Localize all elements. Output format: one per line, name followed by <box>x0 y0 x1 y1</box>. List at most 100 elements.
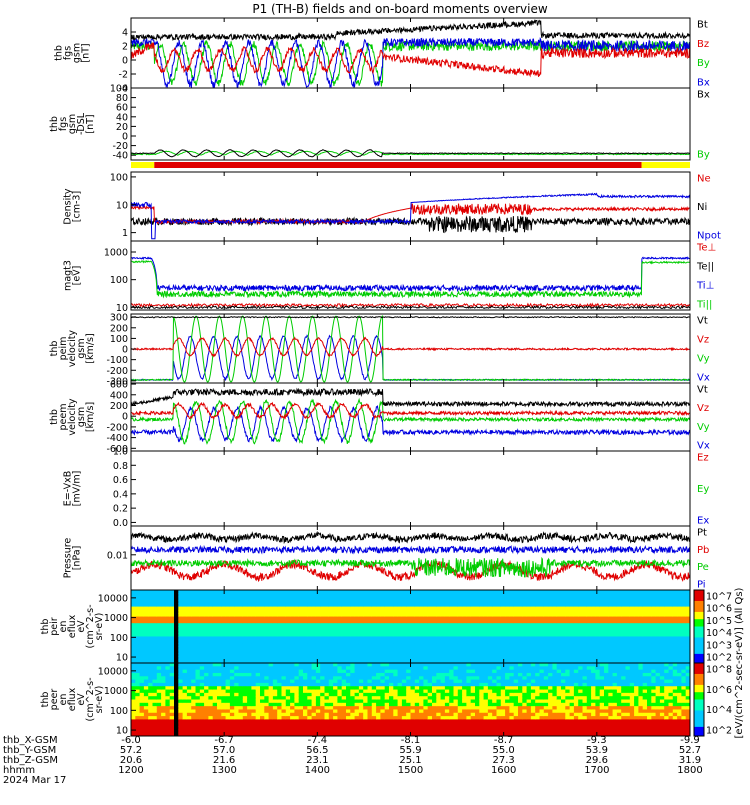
heatmap-cell <box>630 610 635 614</box>
heatmap-cell <box>204 650 209 654</box>
heatmap-cell <box>178 729 183 733</box>
heatmap-cell <box>432 643 437 647</box>
heatmap-cell <box>402 719 407 723</box>
heatmap-cell <box>148 683 153 687</box>
heatmap-cell <box>647 613 652 617</box>
heatmap-cell <box>411 713 416 717</box>
heatmap-cell <box>165 706 170 710</box>
heatmap-cell <box>200 630 205 634</box>
heatmap-cell <box>312 646 317 650</box>
heatmap-cell <box>436 680 441 684</box>
heatmap-cell <box>325 723 330 727</box>
heatmap-cell <box>170 693 175 697</box>
heatmap-cell <box>544 593 549 597</box>
heatmap-cell <box>187 636 192 640</box>
heatmap-cell <box>372 593 377 597</box>
heatmap-cell <box>557 613 562 617</box>
heatmap-cell <box>256 706 261 710</box>
heatmap-cell <box>213 716 218 720</box>
heatmap-cell <box>299 663 304 667</box>
heatmap-cell <box>389 690 394 694</box>
heatmap-cell <box>243 620 248 624</box>
heatmap-cell <box>208 590 213 594</box>
heatmap-cell <box>359 633 364 637</box>
heatmap-cell <box>359 709 364 713</box>
heatmap-cell <box>161 670 166 674</box>
heatmap-cell <box>445 683 450 687</box>
heatmap-cell <box>428 690 433 694</box>
heatmap-cell <box>196 650 201 654</box>
heatmap-cell <box>617 627 622 631</box>
heatmap-cell <box>320 623 325 627</box>
heatmap-cell <box>251 593 256 597</box>
heatmap-cell <box>325 713 330 717</box>
heatmap-cell <box>432 610 437 614</box>
heatmap-cell <box>256 623 261 627</box>
heatmap-cell <box>346 636 351 640</box>
heatmap-cell <box>221 650 226 654</box>
heatmap-cell <box>583 633 588 637</box>
heatmap-cell <box>329 716 334 720</box>
heatmap-cell <box>174 650 179 654</box>
heatmap-cell <box>402 690 407 694</box>
heatmap-cell <box>247 726 252 730</box>
heatmap-cell <box>436 636 441 640</box>
heatmap-cell <box>346 663 351 667</box>
heatmap-cell <box>269 706 274 710</box>
heatmap-cell <box>462 650 467 654</box>
heatmap-cell <box>144 729 149 733</box>
heatmap-cell <box>471 597 476 601</box>
heatmap-cell <box>307 633 312 637</box>
heatmap-cell <box>131 613 136 617</box>
heatmap-cell <box>320 597 325 601</box>
heatmap-cell <box>196 613 201 617</box>
heatmap-cell <box>170 643 175 647</box>
heatmap-cell <box>393 686 398 690</box>
heatmap-cell <box>613 643 618 647</box>
heatmap-cell <box>161 610 166 614</box>
heatmap-cell <box>415 627 420 631</box>
heatmap-cell <box>548 656 553 660</box>
heatmap-cell <box>604 620 609 624</box>
heatmap-cell <box>398 693 403 697</box>
heatmap-cell <box>423 650 428 654</box>
heatmap-cell <box>557 633 562 637</box>
heatmap-cell <box>398 663 403 667</box>
heatmap-cell <box>165 620 170 624</box>
heatmap-cell <box>471 610 476 614</box>
heatmap-cell <box>161 719 166 723</box>
heatmap-cell <box>204 590 209 594</box>
heatmap-cell <box>368 590 373 594</box>
heatmap-cell <box>398 670 403 674</box>
heatmap-cell <box>479 597 484 601</box>
legend-temperature-1: Te|| <box>696 262 714 273</box>
heatmap-cell <box>239 690 244 694</box>
heatmap-cell <box>445 719 450 723</box>
heatmap-cell <box>479 683 484 687</box>
heatmap-cell <box>299 673 304 677</box>
heatmap-cell <box>333 696 338 700</box>
heatmap-cell <box>419 673 424 677</box>
heatmap-cell <box>247 636 252 640</box>
heatmap-cell <box>419 623 424 627</box>
heatmap-cell <box>608 600 613 604</box>
heatmap-cell <box>226 597 231 601</box>
heatmap-cell <box>423 696 428 700</box>
heatmap-cell <box>178 617 183 621</box>
heatmap-cell <box>570 597 575 601</box>
heatmap-cell <box>548 653 553 657</box>
heatmap-cell <box>165 633 170 637</box>
heatmap-cell <box>273 610 278 614</box>
heatmap-cell <box>144 713 149 717</box>
heatmap-cell <box>419 646 424 650</box>
heatmap-cell <box>277 680 282 684</box>
heatmap-cell <box>204 646 209 650</box>
heatmap-cell <box>479 680 484 684</box>
heatmap-cell <box>256 700 261 704</box>
heatmap-cell <box>260 706 265 710</box>
heatmap-cell <box>600 610 605 614</box>
heatmap-cell <box>355 633 360 637</box>
heatmap-cell <box>320 719 325 723</box>
heatmap-cell <box>148 663 153 667</box>
heatmap-cell <box>557 603 562 607</box>
